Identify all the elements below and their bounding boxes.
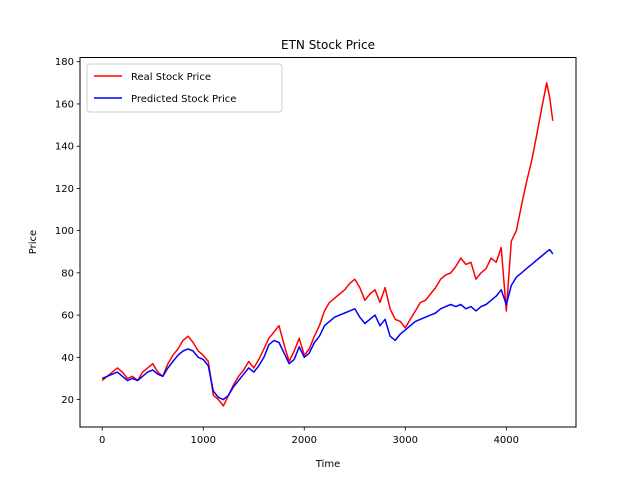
x-tick-label: 1000	[191, 435, 216, 446]
y-tick-label: 140	[55, 142, 74, 153]
series-layer	[101, 82, 554, 407]
x-tick-label: 3000	[393, 435, 418, 446]
y-tick-label: 100	[55, 226, 74, 237]
y-tick-label: 80	[61, 268, 74, 279]
y-axis-ticks: 20 40 60 80 100 120 140 160 180	[55, 57, 80, 406]
x-axis-label: Time	[315, 459, 340, 470]
series-line-1	[101, 248, 554, 401]
legend-box	[86, 63, 283, 113]
y-tick-label: 40	[61, 353, 74, 364]
series-line-0	[101, 82, 554, 407]
legend-label-predicted: Predicted Stock Price	[131, 94, 236, 105]
x-tick-label: 0	[99, 435, 105, 446]
y-tick-label: 20	[61, 395, 74, 406]
y-tick-label: 180	[55, 57, 74, 68]
x-axis-ticks: 0 1000 2000 3000 4000	[99, 427, 519, 446]
y-tick-label: 60	[61, 311, 74, 322]
y-tick-label: 160	[55, 99, 74, 110]
y-axis-label: Price	[28, 230, 39, 254]
legend: Real Stock Price Predicted Stock Price	[86, 63, 283, 113]
x-tick-label: 2000	[292, 435, 317, 446]
y-tick-label: 120	[55, 184, 74, 195]
plot-frame	[79, 57, 577, 428]
legend-label-real: Real Stock Price	[131, 72, 211, 83]
chart-title: ETN Stock Price	[281, 38, 375, 52]
x-tick-label: 4000	[494, 435, 519, 446]
